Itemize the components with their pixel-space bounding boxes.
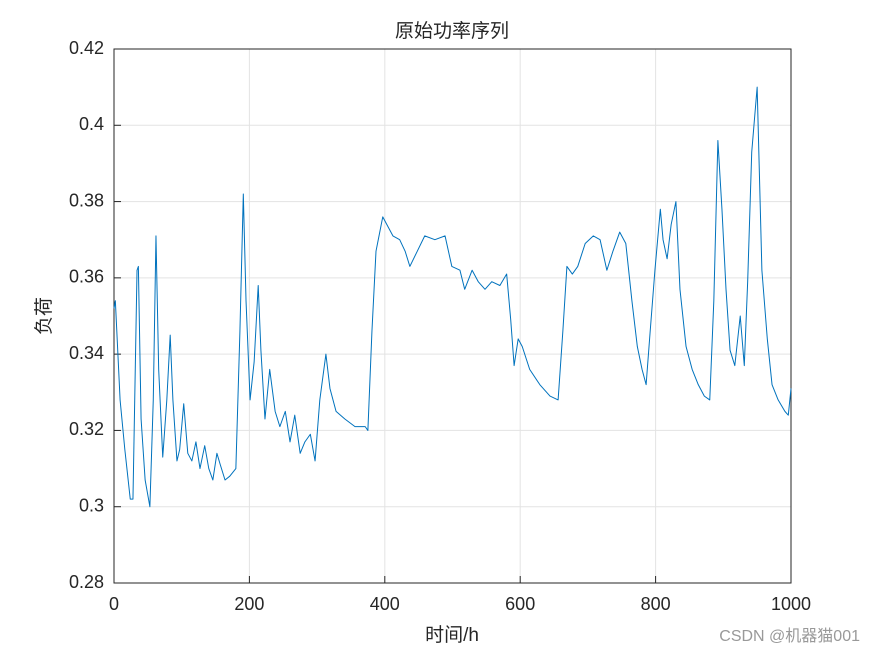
- y-tick-label: 0.34: [69, 343, 104, 363]
- x-axis-label: 时间/h: [425, 624, 479, 646]
- watermark: CSDN @机器猫001: [719, 627, 860, 645]
- y-tick-label: 0.3: [79, 495, 104, 515]
- plot-frame: [113, 48, 792, 584]
- y-tick-label: 0.4: [79, 114, 104, 134]
- x-tick-label: 600: [505, 594, 535, 614]
- x-tick-label: 200: [234, 594, 264, 614]
- y-tick-label: 0.38: [69, 190, 104, 210]
- chart-title: 原始功率序列: [395, 20, 509, 42]
- x-tick-label: 0: [109, 594, 119, 614]
- y-axis-label: 负荷: [33, 297, 55, 335]
- y-tick-label: 0.42: [69, 38, 104, 58]
- x-tick-label: 1000: [771, 594, 811, 614]
- x-tick-label: 400: [370, 594, 400, 614]
- y-tick-label: 0.28: [69, 572, 104, 592]
- data-line: [113, 86, 792, 508]
- y-tick-label: 0.32: [69, 419, 104, 439]
- y-tick-label: 0.36: [69, 267, 104, 287]
- x-tick-label: 800: [641, 594, 671, 614]
